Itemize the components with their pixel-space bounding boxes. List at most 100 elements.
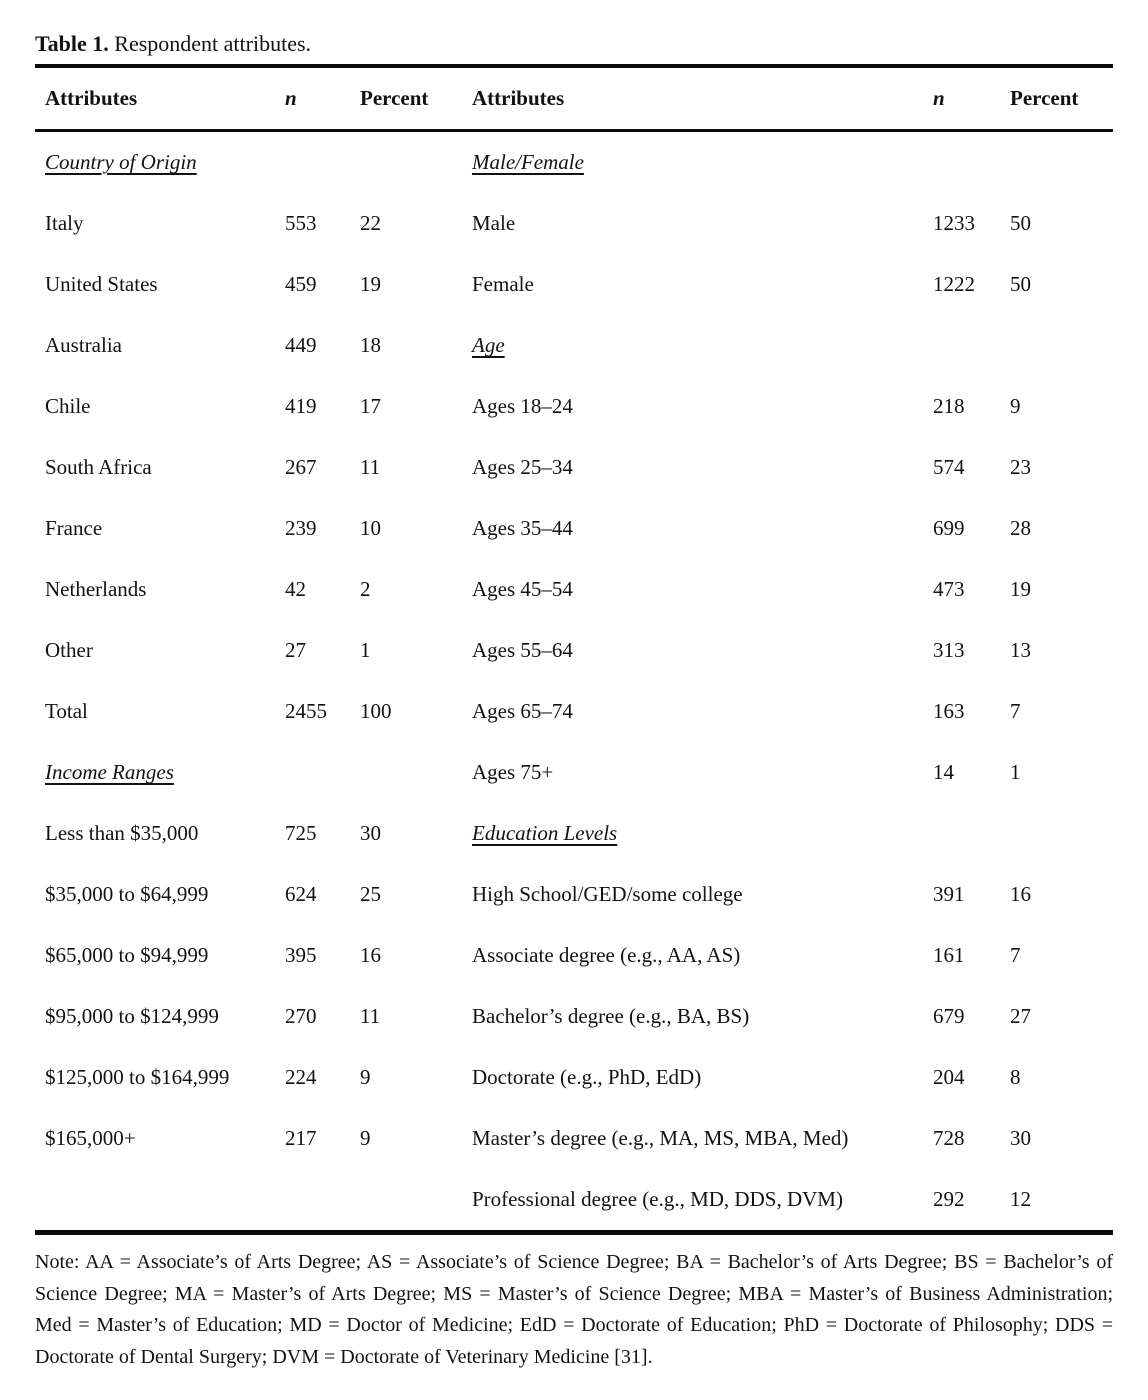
column-header-percent-right: Percent — [1010, 86, 1079, 110]
table-row: Total 2455 100 Ages 65–74 163 7 — [35, 681, 1113, 742]
cell-attribute: United States — [45, 272, 158, 296]
table-row: $35,000 to $64,999 624 25 High School/GED/s… — [35, 864, 1113, 925]
cell-n: 574 — [933, 455, 965, 479]
cell-attribute: Ages 35–44 — [472, 516, 573, 540]
cell-attribute: Female — [472, 272, 534, 296]
cell-attribute: $65,000 to $94,999 — [45, 943, 209, 967]
cell-attribute: Bachelor’s degree (e.g., BA, BS) — [472, 1004, 750, 1028]
table-row: Italy 553 22 Male 1233 50 — [35, 193, 1113, 254]
column-header-percent-left: Percent — [360, 86, 429, 110]
table-row: United States 459 19 Female 1222 50 — [35, 254, 1113, 315]
table-row: Professional degree (e.g., MD, DDS, DVM)… — [35, 1169, 1113, 1230]
cell-attribute: Country of Origin — [45, 150, 197, 174]
column-header-attributes-right: Attributes — [472, 86, 565, 110]
cell-attribute: High School/GED/some college — [472, 882, 743, 906]
cell-attribute: Age — [472, 333, 505, 357]
cell-attribute: $125,000 to $164,999 — [45, 1065, 230, 1089]
cell-percent: 100 — [360, 699, 392, 723]
cell-n: 699 — [933, 516, 965, 540]
cell-percent: 18 — [360, 333, 381, 357]
cell-n: 27 — [285, 638, 306, 662]
cell-attribute: Master’s degree (e.g., MA, MS, MBA, Med) — [472, 1126, 849, 1150]
cell-attribute: Other — [45, 638, 93, 662]
cell-attribute: Ages 25–34 — [472, 455, 573, 479]
cell-percent: 16 — [1010, 882, 1031, 906]
cell-n: 270 — [285, 1004, 317, 1028]
cell-attribute: Ages 65–74 — [472, 699, 573, 723]
cell-percent: 22 — [360, 211, 381, 235]
cell-percent: 10 — [360, 516, 381, 540]
table-row: Less than $35,000 725 30 Education Levels — [35, 803, 1113, 864]
cell-attribute: Doctorate (e.g., PhD, EdD) — [472, 1065, 702, 1089]
cell-percent: 9 — [360, 1065, 371, 1089]
cell-attribute: Australia — [45, 333, 122, 357]
cell-attribute: Netherlands — [45, 577, 147, 601]
cell-percent: 7 — [1010, 943, 1021, 967]
cell-percent: 13 — [1010, 638, 1031, 662]
cell-percent: 9 — [360, 1126, 371, 1150]
table-row: Country of Origin Male/Female — [35, 132, 1113, 193]
cell-percent: 23 — [1010, 455, 1031, 479]
cell-percent: 7 — [1010, 699, 1021, 723]
column-header-attributes-left: Attributes — [45, 86, 138, 110]
cell-n: 728 — [933, 1126, 965, 1150]
table-bottom-rule — [35, 1230, 1113, 1235]
cell-n: 459 — [285, 272, 317, 296]
cell-attribute: Ages 75+ — [472, 760, 554, 784]
cell-attribute: $95,000 to $124,999 — [45, 1004, 219, 1028]
cell-percent: 30 — [1010, 1126, 1031, 1150]
cell-n: 163 — [933, 699, 965, 723]
cell-n: 679 — [933, 1004, 965, 1028]
cell-n: 1233 — [933, 211, 975, 235]
cell-percent: 25 — [360, 882, 381, 906]
table-header-rule — [35, 129, 1113, 132]
table-row: $65,000 to $94,999 395 16 Associate degree … — [35, 925, 1113, 986]
cell-n: 292 — [933, 1187, 965, 1211]
cell-n: 204 — [933, 1065, 965, 1089]
cell-n: 42 — [285, 577, 306, 601]
cell-attribute: $165,000+ — [45, 1126, 136, 1150]
cell-percent: 16 — [360, 943, 381, 967]
table-number-label: Table 1. — [35, 31, 109, 56]
cell-n: 239 — [285, 516, 317, 540]
table-caption-text: Respondent attributes. — [108, 31, 312, 56]
cell-percent: 27 — [1010, 1004, 1031, 1028]
table-row: Income Ranges Ages 75+ 14 1 — [35, 742, 1113, 803]
column-header-n-right: n — [933, 86, 945, 110]
table-row: Australia 449 18 Age — [35, 315, 1113, 376]
table-row: South Africa 267 11 Ages 25–34 574 23 — [35, 437, 1113, 498]
cell-n: 553 — [285, 211, 317, 235]
cell-attribute: Italy — [45, 211, 84, 235]
cell-n: 161 — [933, 943, 965, 967]
table-row: $125,000 to $164,999 224 9 Doctorate (e.g.,… — [35, 1047, 1113, 1108]
cell-attribute: Ages 55–64 — [472, 638, 573, 662]
table-body: Country of Origin Male/Female Italy 553 22 Ma… — [35, 132, 1113, 1230]
cell-n: 1222 — [933, 272, 975, 296]
cell-n: 217 — [285, 1126, 317, 1150]
cell-percent: 17 — [360, 394, 381, 418]
table-top-rule — [35, 64, 1113, 68]
cell-attribute: South Africa — [45, 455, 152, 479]
cell-attribute: Income Ranges — [45, 760, 174, 784]
cell-n: 473 — [933, 577, 965, 601]
cell-attribute: Professional degree (e.g., MD, DDS, DVM) — [472, 1187, 843, 1211]
cell-n: 224 — [285, 1065, 317, 1089]
cell-percent: 1 — [1010, 760, 1021, 784]
cell-percent: 12 — [1010, 1187, 1031, 1211]
table-row: Netherlands 42 2 Ages 45–54 473 19 — [35, 559, 1113, 620]
cell-attribute: Ages 18–24 — [472, 394, 573, 418]
cell-percent: 50 — [1010, 272, 1031, 296]
table-header-row: Attributes n Percent Attributes n Percen… — [35, 68, 1113, 129]
cell-attribute: Total — [45, 699, 88, 723]
cell-n: 624 — [285, 882, 317, 906]
cell-attribute: Education Levels — [472, 821, 618, 845]
cell-attribute: Less than $35,000 — [45, 821, 199, 845]
cell-n: 725 — [285, 821, 317, 845]
cell-attribute: France — [45, 516, 103, 540]
table-row: $165,000+ 217 9 Master’s degree (e.g., MA, … — [35, 1108, 1113, 1169]
cell-percent: 8 — [1010, 1065, 1021, 1089]
cell-n: 449 — [285, 333, 317, 357]
cell-percent: 11 — [360, 455, 381, 479]
cell-n: 14 — [933, 760, 954, 784]
